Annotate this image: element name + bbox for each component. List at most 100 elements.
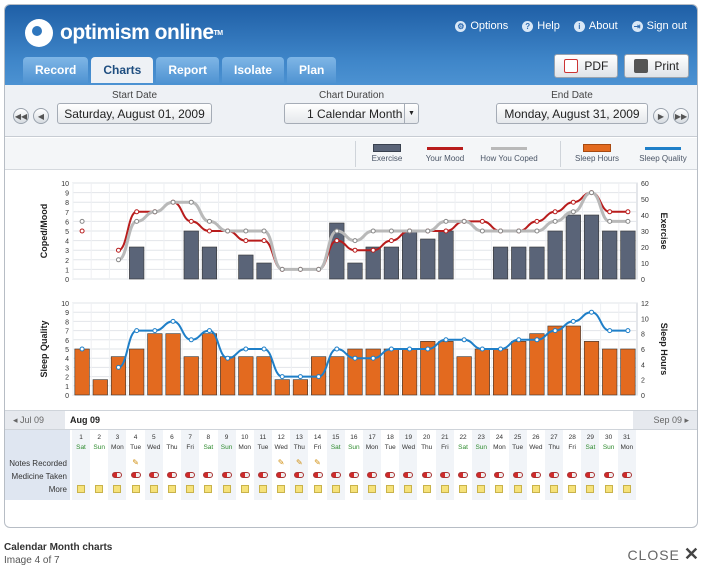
pill-icon[interactable] [439,472,450,478]
day-column[interactable]: 20 Thu [418,430,436,500]
tab-record[interactable]: Record [23,57,89,83]
tab-isolate[interactable]: Isolate [222,57,285,83]
more-icon[interactable] [495,485,504,493]
more-icon[interactable] [77,485,85,493]
more-icon[interactable] [204,485,213,493]
more-icon[interactable] [258,485,267,493]
day-column[interactable]: 17 Mon [363,430,382,500]
help-link[interactable]: ? Help [522,20,560,32]
pill-icon[interactable] [112,472,123,478]
day-column[interactable]: 10 Mon [236,430,254,500]
day-column[interactable]: 4 Tue ✎ [127,430,145,500]
tab-report[interactable]: Report [156,57,220,83]
more-icon[interactable] [313,485,322,493]
note-icon[interactable]: ✎ [314,458,321,467]
pill-icon[interactable] [585,472,596,478]
print-button[interactable]: Print [624,54,689,78]
more-icon[interactable] [531,485,540,493]
more-icon[interactable] [386,485,395,493]
more-icon[interactable] [622,485,631,493]
pill-icon[interactable] [494,472,505,478]
more-icon[interactable] [186,485,195,493]
day-column[interactable]: 23 Sun [472,430,491,500]
day-column[interactable]: 2 Sun [90,430,108,500]
pill-icon[interactable] [549,472,560,478]
legend-item-exercise[interactable]: Exercise [357,142,417,163]
more-icon[interactable] [295,485,304,493]
day-column[interactable]: 14 Fri ✎ [309,430,327,500]
pill-icon[interactable] [530,472,541,478]
more-icon[interactable] [149,485,158,493]
more-icon[interactable] [331,485,340,493]
day-column[interactable]: 13 Thu ✎ [290,430,309,500]
day-column[interactable]: 25 Tue [508,430,527,500]
pill-icon[interactable] [567,472,578,478]
day-column[interactable]: 15 Sat [326,430,345,500]
day-column[interactable]: 30 Sun [600,430,618,500]
more-icon[interactable] [131,485,140,493]
more-icon[interactable] [550,485,559,493]
pill-icon[interactable] [166,472,177,478]
pill-icon[interactable] [276,472,287,478]
pill-icon[interactable] [330,472,341,478]
more-icon[interactable] [167,485,176,493]
more-icon[interactable] [440,485,449,493]
end-date-field[interactable]: Monday, August 31, 2009 [496,103,648,124]
first-period-icon[interactable]: ◀◀ [13,108,29,124]
day-column[interactable]: 27 Thu [545,430,564,500]
day-column[interactable]: 26 Wed [527,430,545,500]
day-column[interactable]: 31 Mon [617,430,636,500]
day-column[interactable]: 11 Tue [253,430,272,500]
day-column[interactable]: 9 Sun [217,430,236,500]
pill-icon[interactable] [257,472,268,478]
pill-icon[interactable] [603,472,614,478]
pill-icon[interactable] [403,472,414,478]
pill-icon[interactable] [203,472,214,478]
day-column[interactable]: 18 Tue [381,430,399,500]
more-icon[interactable] [349,485,358,493]
next-period-icon[interactable]: ▶ [653,108,669,124]
pill-icon[interactable] [385,472,396,478]
day-column[interactable]: 1 Sat [72,430,90,500]
prev-month-link[interactable]: ◂ Jul 09 [13,415,45,425]
pill-icon[interactable] [476,472,487,478]
day-column[interactable]: 22 Sat [454,430,472,500]
more-icon[interactable] [277,485,286,493]
day-column[interactable]: 12 Wed ✎ [272,430,290,500]
pill-icon[interactable] [458,472,469,478]
close-button[interactable]: CLOSE ✕ [627,544,700,565]
more-icon[interactable] [604,485,613,493]
last-period-icon[interactable]: ▶▶ [673,108,689,124]
pill-icon[interactable] [148,472,159,478]
legend-item-sleep-quality[interactable]: Sleep Quality [633,142,693,163]
pill-icon[interactable] [421,472,432,478]
pill-icon[interactable] [294,472,305,478]
note-icon[interactable]: ✎ [295,458,303,467]
day-column[interactable]: 16 Sun [345,430,363,500]
day-column[interactable]: 29 Sat [581,430,600,500]
day-column[interactable]: 7 Fri [181,430,200,500]
more-icon[interactable] [222,485,231,493]
day-column[interactable]: 24 Mon [490,430,508,500]
day-column[interactable]: 21 Fri [435,430,454,500]
more-icon[interactable] [113,485,122,493]
pill-icon[interactable] [512,472,523,478]
day-column[interactable]: 6 Thu [163,430,181,500]
pill-icon[interactable] [239,472,250,478]
chart-duration-select[interactable]: 1 Calendar Month ▼ [284,103,419,124]
more-icon[interactable] [404,485,413,493]
prev-period-icon[interactable]: ◀ [33,108,49,124]
pill-icon[interactable] [348,472,359,478]
pill-icon[interactable] [621,472,632,478]
note-icon[interactable]: ✎ [132,458,139,467]
more-icon[interactable] [95,485,104,493]
next-month-link[interactable]: Sep 09 ▸ [653,415,689,425]
more-icon[interactable] [459,485,468,493]
legend-item-coped[interactable]: How You Coped [479,142,539,163]
legend-item-mood[interactable]: Your Mood [415,142,475,163]
pill-icon[interactable] [312,472,323,478]
start-date-field[interactable]: Saturday, August 01, 2009 [57,103,212,124]
pdf-button[interactable]: PDF [554,54,619,78]
tab-plan[interactable]: Plan [287,57,337,83]
tab-charts[interactable]: Charts [91,57,154,83]
